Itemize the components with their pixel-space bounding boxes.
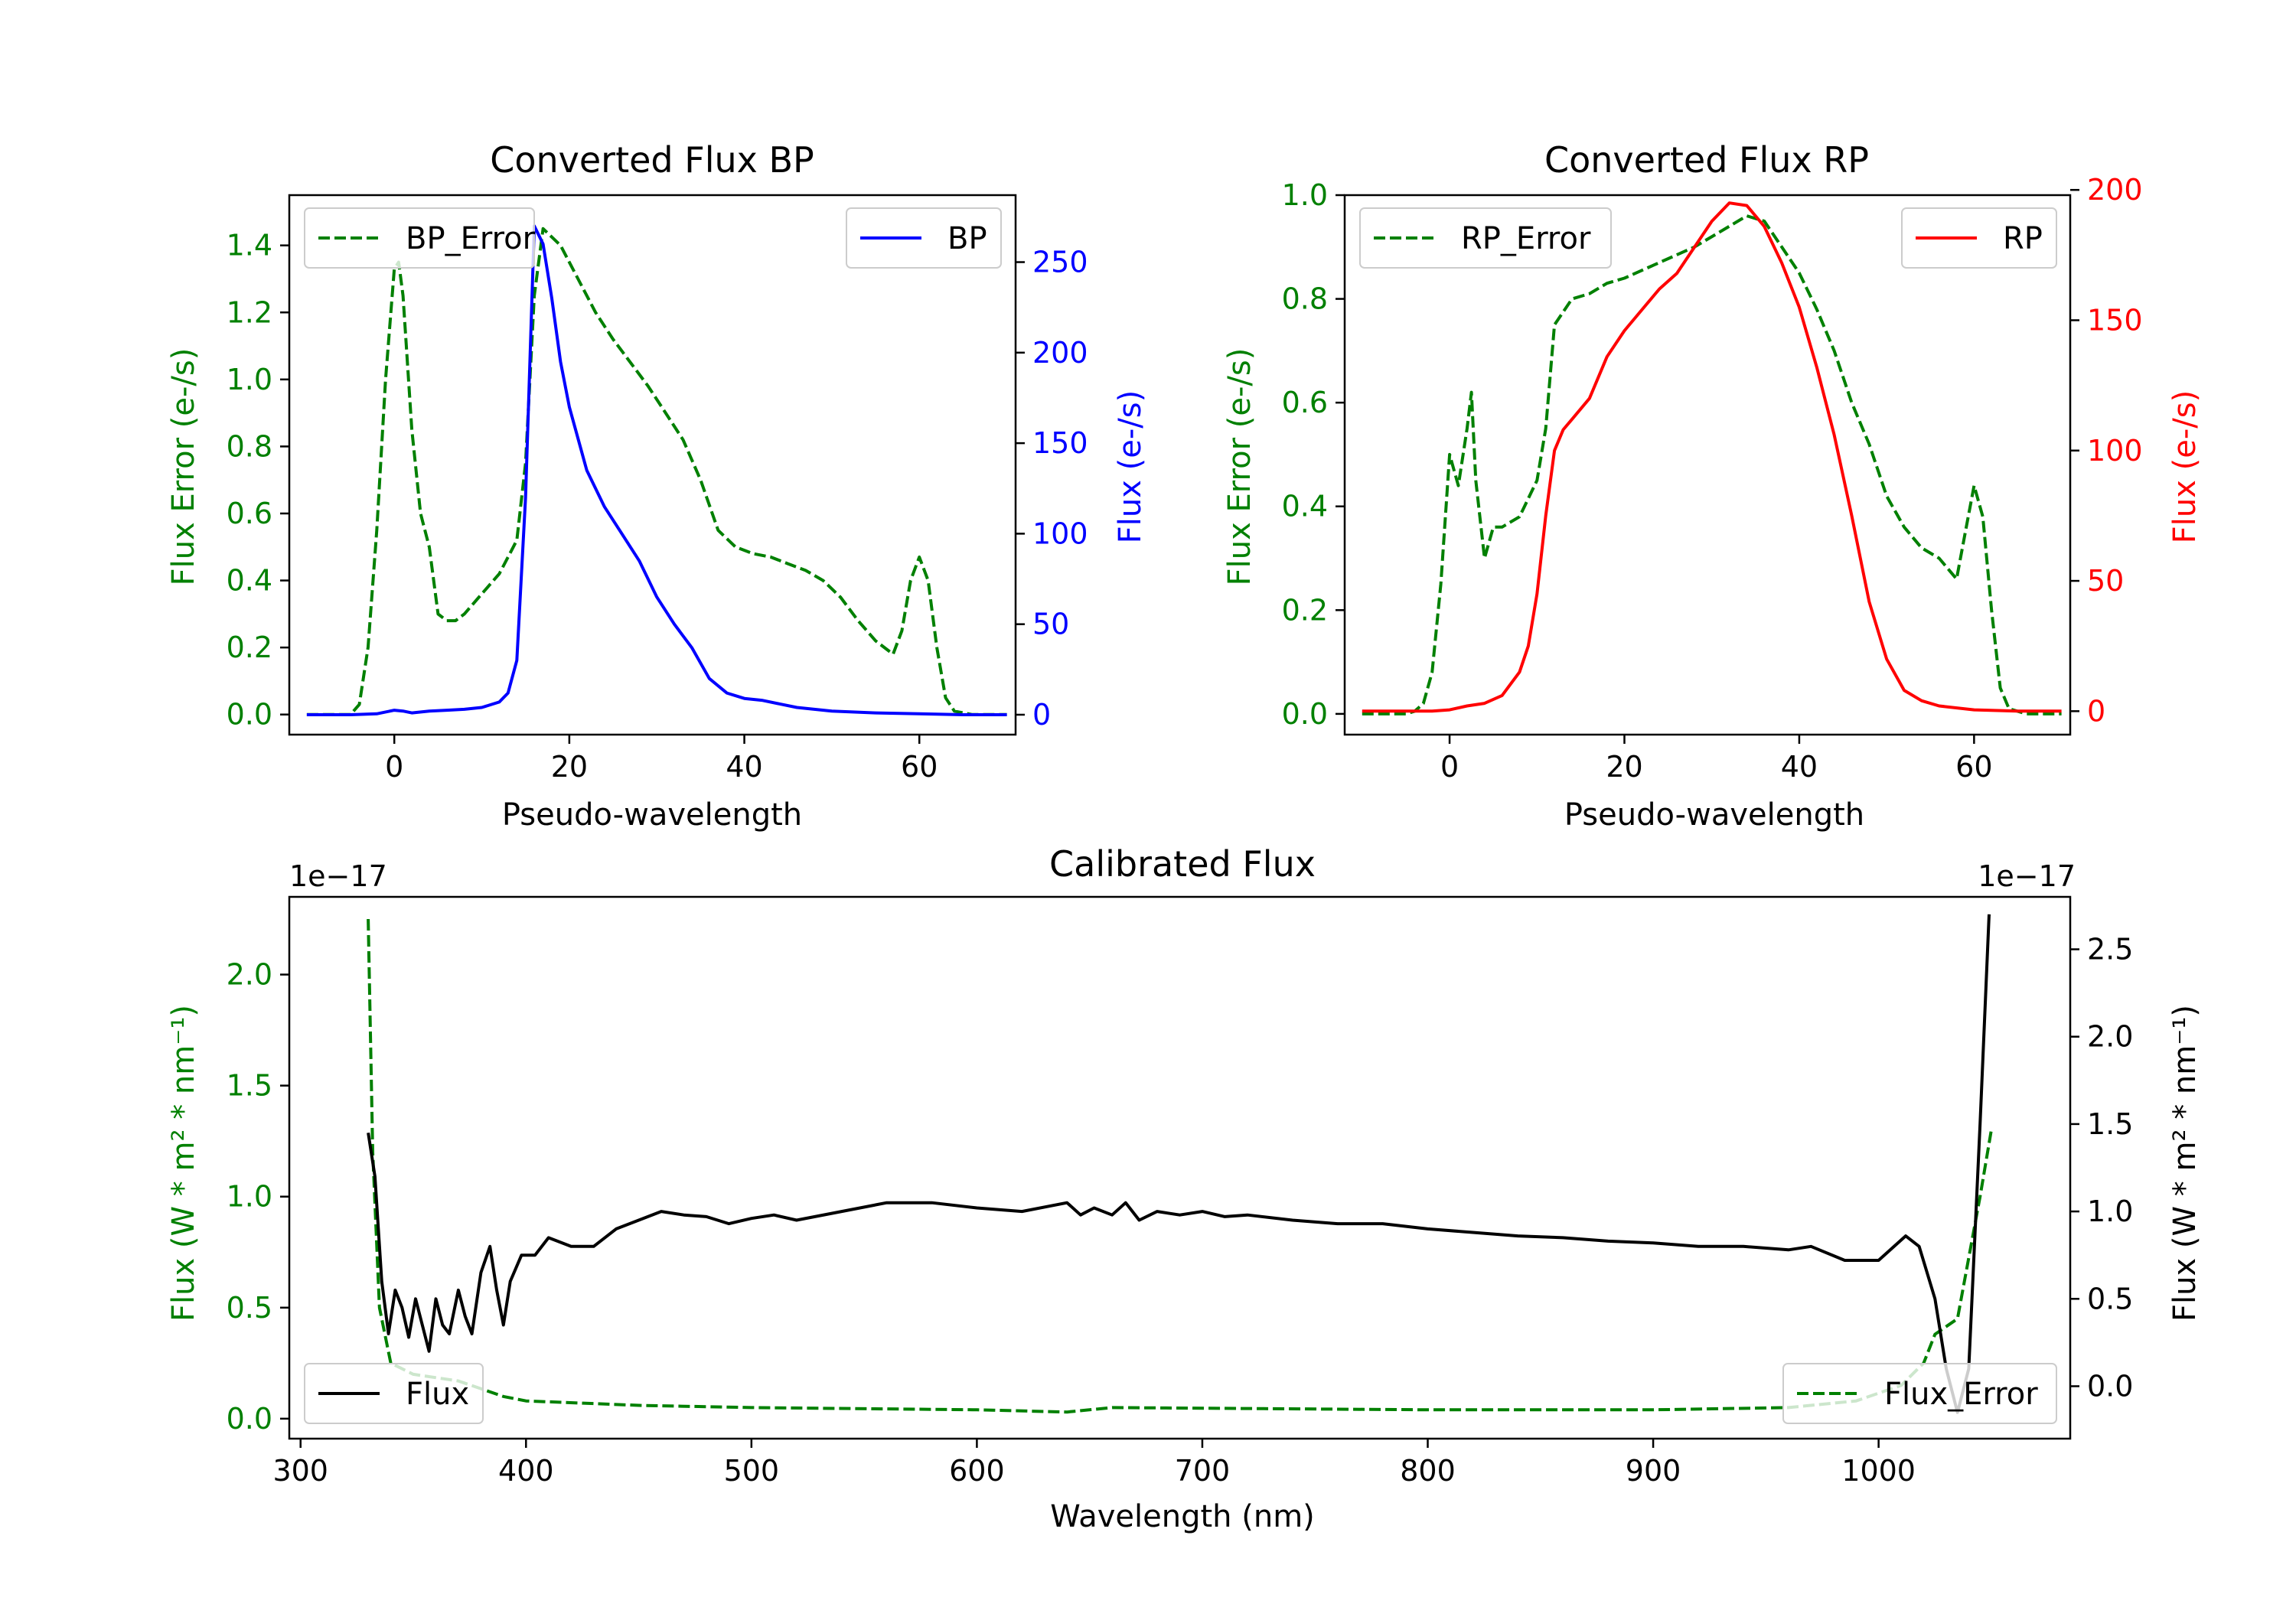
rp-x-tick-label: 60 xyxy=(1955,750,1992,784)
rp-x-tick-label: 40 xyxy=(1781,750,1818,784)
cal-right-offset-text: 1e−17 xyxy=(1978,859,2076,893)
cal-series-flux-line xyxy=(367,914,1991,1414)
bp-x-tick-label: 20 xyxy=(551,750,588,784)
legend-label: BP xyxy=(947,221,987,256)
bp-x-tick-label: 60 xyxy=(901,750,938,784)
cal-left-offset-text: 1e−17 xyxy=(289,859,387,893)
bp-legend-right: BP xyxy=(846,207,1002,269)
cal-legend-left: Flux xyxy=(304,1363,484,1424)
bp-series-bp-line xyxy=(306,224,1007,716)
bp-right-tick-label: 250 xyxy=(1032,246,1088,279)
bp-right-tick-label: 200 xyxy=(1032,336,1088,370)
bp-left-tick-label: 1.2 xyxy=(227,295,272,329)
cal-title: Calibrated Flux xyxy=(1049,843,1316,885)
cal-axes-frame xyxy=(288,895,2072,1440)
legend-label: Flux xyxy=(406,1377,469,1412)
rp-axes-frame xyxy=(1343,194,2072,736)
bp-left-tick-label: 0.2 xyxy=(227,631,272,664)
bp-left-tick-label: 0.4 xyxy=(227,564,272,598)
rp-right-tick-label: 0 xyxy=(2087,694,2105,728)
cal-x-tick-label: 900 xyxy=(1626,1454,1681,1488)
bp-right-tick-label: 150 xyxy=(1032,426,1088,460)
cal-right-tick-label: 2.0 xyxy=(2087,1020,2133,1054)
cal-panel: Calibrated Flux 1e−17 1e−17 300 400 500 600… xyxy=(166,843,2203,1534)
rp-left-tick-label: 0.2 xyxy=(1282,593,1328,627)
legend-label: Flux_Error xyxy=(1884,1377,2038,1412)
bp-axes-frame xyxy=(288,194,1017,736)
cal-legend-right: Flux_Error xyxy=(1782,1363,2057,1424)
cal-xlabel: Wavelength (nm) xyxy=(1050,1499,1315,1534)
bp-left-ylabel: Flux Error (e-/s) xyxy=(166,348,201,586)
cal-left-tick-label: 0.0 xyxy=(227,1402,272,1436)
rp-right-tick-label: 100 xyxy=(2087,434,2143,468)
rp-legend-left: RP_Error xyxy=(1359,207,1612,269)
bp-right-ylabel: Flux (e-/s) xyxy=(1113,390,1148,543)
rp-right-tick-label: 200 xyxy=(2087,173,2143,207)
cal-series-flux-error-line xyxy=(367,918,1993,1414)
bp-plot-area: 0 20 40 60 0.0 0.2 0.4 0.6 0.8 1.0 1.2 1.4 0 50 100 150… xyxy=(227,194,1088,784)
bp-left-tick-label: 1.0 xyxy=(227,363,272,396)
rp-title: Converted Flux RP xyxy=(1544,139,1869,181)
bp-right-tick-label: 100 xyxy=(1032,517,1088,550)
rp-right-tick-label: 150 xyxy=(2087,303,2143,337)
rp-x-tick-label: 20 xyxy=(1606,750,1642,784)
rp-xlabel: Pseudo-wavelength xyxy=(1564,797,1864,833)
cal-x-tick-label: 600 xyxy=(949,1454,1005,1488)
rp-left-tick-label: 1.0 xyxy=(1282,178,1328,212)
bp-right-tick-label: 50 xyxy=(1032,608,1069,641)
cal-plot-area: 300 400 500 600 700 800 900 1000 0.0 0.5 1.0 1.5 2.0… xyxy=(227,895,2133,1488)
cal-right-tick-label: 0.0 xyxy=(2087,1369,2133,1403)
rp-right-ylabel: Flux (e-/s) xyxy=(2167,390,2203,543)
bp-left-tick-label: 0.6 xyxy=(227,497,272,530)
bp-x-tick-label: 40 xyxy=(726,750,762,784)
rp-left-ylabel: Flux Error (e-/s) xyxy=(1222,348,1257,586)
rp-panel: Converted Flux RP 0 20 40 60 0.0 0.2 0.4 0.6 0.8… xyxy=(1222,139,2203,833)
cal-right-tick-label: 1.0 xyxy=(2087,1195,2133,1228)
rp-left-tick-label: 0.0 xyxy=(1282,697,1328,731)
bp-series-bp-error-line xyxy=(306,227,1007,716)
bp-x-tick-label: 0 xyxy=(385,750,403,784)
cal-x-tick-label: 700 xyxy=(1175,1454,1231,1488)
rp-x-tick-label: 0 xyxy=(1440,750,1459,784)
bp-left-tick-label: 0.0 xyxy=(227,698,272,732)
cal-x-tick-label: 400 xyxy=(498,1454,554,1488)
rp-legend-right: RP xyxy=(1901,207,2057,269)
rp-series-rp-line xyxy=(1362,201,2062,713)
bp-title: Converted Flux BP xyxy=(490,139,814,181)
rp-left-tick-label: 0.8 xyxy=(1282,282,1328,316)
cal-left-tick-label: 0.5 xyxy=(227,1291,272,1325)
bp-xlabel: Pseudo-wavelength xyxy=(502,797,802,833)
cal-left-tick-label: 1.5 xyxy=(227,1069,272,1103)
cal-x-tick-label: 1000 xyxy=(1841,1454,1916,1488)
rp-left-tick-label: 0.4 xyxy=(1282,490,1328,523)
legend-label: RP xyxy=(2003,221,2043,256)
cal-left-tick-label: 2.0 xyxy=(227,958,272,992)
cal-x-tick-label: 500 xyxy=(724,1454,780,1488)
cal-left-tick-label: 1.0 xyxy=(227,1180,272,1214)
legend-label: RP_Error xyxy=(1461,221,1591,256)
bp-panel: Converted Flux BP 0 20 40 60 0.0 0.2 0.4 0.6 0.8… xyxy=(166,139,1148,833)
cal-right-tick-label: 1.5 xyxy=(2087,1107,2133,1141)
rp-right-tick-label: 50 xyxy=(2087,564,2124,598)
cal-x-tick-label: 800 xyxy=(1400,1454,1456,1488)
bp-legend-left: BP_Error xyxy=(304,207,536,269)
cal-left-ylabel: Flux (W * m² * nm⁻¹) xyxy=(166,1005,201,1322)
bp-left-tick-label: 0.8 xyxy=(227,429,272,463)
rp-left-tick-label: 0.6 xyxy=(1282,386,1328,419)
cal-x-tick-label: 300 xyxy=(272,1454,328,1488)
cal-right-tick-label: 0.5 xyxy=(2087,1282,2133,1315)
bp-right-tick-label: 0 xyxy=(1032,698,1051,732)
cal-right-tick-label: 2.5 xyxy=(2087,933,2133,966)
legend-label: BP_Error xyxy=(406,221,536,256)
rp-plot-area: 0 20 40 60 0.0 0.2 0.4 0.6 0.8 1.0 0 50 100 150 200 RP_… xyxy=(1282,173,2143,784)
bp-left-tick-label: 1.4 xyxy=(227,229,272,262)
cal-right-ylabel: Flux (W * m² * nm⁻¹) xyxy=(2167,1005,2203,1322)
